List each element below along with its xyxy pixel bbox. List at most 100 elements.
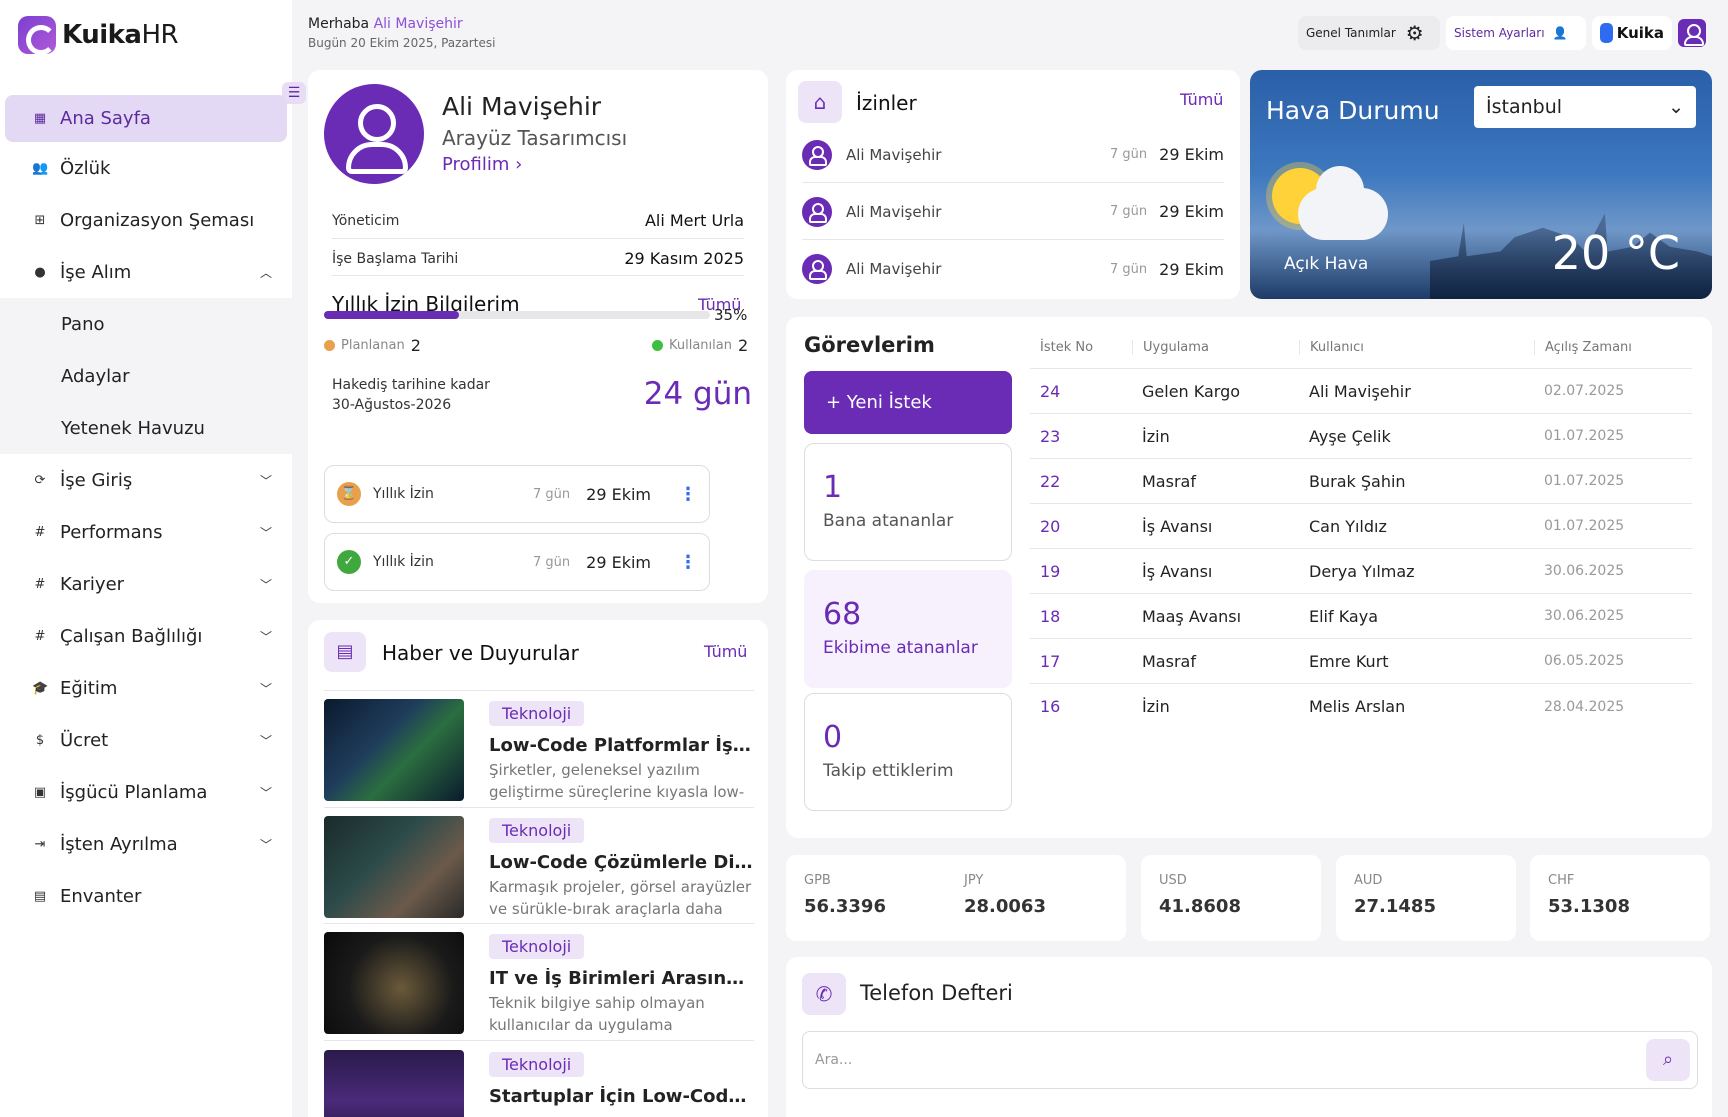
general-definitions-button[interactable]: Genel Tanımlar ⚙	[1298, 16, 1440, 50]
manager-row: Yöneticim Ali Mert Urla	[332, 211, 744, 230]
ise-alim-submenu: Pano Adaylar Yetenek Havuzu	[0, 298, 292, 454]
phone-icon: ✆	[802, 973, 846, 1015]
chevron-up-icon: ︿	[259, 265, 272, 280]
weather-temperature: 20 °C	[1551, 226, 1680, 280]
news-tag: Teknoloji	[489, 818, 585, 843]
tasks-card: Görevlerim + Yeni İstek 1 Bana atananlar…	[786, 317, 1712, 838]
chevron-down-icon: ﹀	[259, 837, 272, 852]
sidebar-item-isten-ayrilma[interactable]: ⇥ İşten Ayrılma ﹀	[0, 818, 292, 870]
table-row[interactable]: 24 Gelen Kargo Ali Mavişehir 02.07.2025	[1030, 369, 1692, 414]
divider	[324, 923, 754, 924]
leaves-all-link[interactable]: Tümü	[1180, 90, 1224, 109]
more-options-icon[interactable]: ⋮	[679, 483, 697, 505]
news-tag: Teknoloji	[489, 701, 585, 726]
table-row[interactable]: 23 İzin Ayşe Çelik 01.07.2025	[1030, 414, 1692, 459]
news-item[interactable]: Teknoloji Low-Code Çözümlerle Dijital Dö…	[324, 816, 754, 930]
leave-list-item[interactable]: Ali Mavişehir 7 gün 29 Ekim	[802, 127, 1224, 183]
user-avatar-icon	[802, 254, 832, 284]
sidebar-item-performans[interactable]: # Performans ﹀	[0, 506, 292, 558]
following-box[interactable]: 0 Takip ettiklerim	[804, 693, 1012, 811]
phonebook-search-input[interactable]	[802, 1031, 1698, 1089]
leave-request-row[interactable]: ⌛ Yıllık İzin 7 gün 29 Ekim ⋮	[324, 465, 710, 523]
org-chart-icon: ⊞	[34, 212, 46, 228]
sidebar-item-ise-giris[interactable]: ⟳ İşe Giriş ﹀	[0, 454, 292, 506]
currency-card-gpb: GPB 56.3396	[786, 855, 966, 941]
news-item-title: Startuplar İçin Low-Code Yaklaşımı	[489, 1086, 754, 1107]
sidebar-item-envanter[interactable]: ▤ Envanter	[33, 885, 142, 907]
exit-icon: ⇥	[34, 836, 46, 852]
graduation-cap-icon: 🎓	[32, 680, 49, 696]
greeting: Merhaba Ali Mavişehir	[308, 16, 463, 32]
more-options-icon[interactable]: ⋮	[679, 551, 697, 573]
sidebar-item-ise-alim[interactable]: ● İşe Alım ︿	[0, 246, 292, 298]
news-all-link[interactable]: Tümü	[704, 642, 748, 661]
document-icon: ▤	[324, 632, 366, 672]
chevron-down-icon: ﹀	[259, 785, 272, 800]
news-item-title: IT ve İş Birimleri Arasında Köprü	[489, 968, 754, 989]
leave-list-item[interactable]: Ali Mavişehir 7 gün 29 Ekim	[802, 184, 1224, 240]
divider	[324, 1040, 754, 1041]
table-row[interactable]: 16 İzin Melis Arslan 28.04.2025	[1040, 697, 1625, 716]
table-row[interactable]: 22 Masraf Burak Şahin 01.07.2025	[1030, 459, 1692, 504]
system-settings-button[interactable]: Sistem Ayarları 👤	[1446, 16, 1586, 50]
sidebar-item-kariyer[interactable]: # Kariyer ﹀	[0, 558, 292, 610]
sidebar-item-organizasyon-semasi[interactable]: ⊞ Organizasyon Şeması	[0, 194, 292, 246]
news-item-desc: Karmaşık projeler, görsel arayüzler ve s…	[489, 878, 752, 918]
my-profile-link[interactable]: Profilim ›	[442, 154, 523, 175]
table-row[interactable]: 19 İş Avansı Derya Yılmaz 30.06.2025	[1030, 549, 1692, 594]
news-thumbnail	[324, 699, 464, 801]
used-dot	[652, 340, 663, 351]
sidebar-item-isgucu-planlama[interactable]: ▣ İşgücü Planlama ﹀	[33, 781, 272, 803]
weather-title: Hava Durumu	[1266, 96, 1440, 125]
person-icon: ●	[34, 264, 46, 280]
sidebar-subitem-adaylar[interactable]: Adaylar	[61, 365, 130, 387]
user-avatar-icon	[802, 196, 832, 227]
news-tag: Teknoloji	[489, 1052, 585, 1077]
today-date: Bugün 20 Ekim 2025, Pazartesi	[308, 36, 496, 50]
table-row[interactable]: 18 Maaş Avansı Elif Kaya 30.06.2025	[1030, 594, 1692, 639]
news-item[interactable]: Teknoloji Low-Code Platformlar İş Süreçl…	[324, 699, 754, 813]
sidebar-item-ozluk[interactable]: 👥 Özlük	[32, 157, 111, 179]
assigned-to-team-box[interactable]: 68 Ekibime atananlar	[804, 570, 1012, 688]
sidebar-item-ucret[interactable]: $ Ücret ﹀	[0, 714, 292, 766]
hash-icon: #	[34, 628, 46, 644]
news-item[interactable]: Teknoloji IT ve İş Birimleri Arasında Kö…	[324, 932, 754, 1046]
grid-icon: ▦	[33, 111, 47, 126]
cloud-icon	[1298, 166, 1388, 240]
sidebar-subitem-yetenek-havuzu[interactable]: Yetenek Havuzu	[61, 417, 205, 439]
sidebar: KuikaHR ☰ ▦ Ana Sayfa 👥 Özlük ⊞ Organizasyo…	[0, 0, 306, 1117]
hourglass-icon: ⌛	[337, 482, 361, 506]
table-row[interactable]: 17 Masraf Emre Kurt 06.05.2025	[1030, 639, 1692, 684]
currency-card-usd: USD 41.8608	[1141, 855, 1321, 941]
collapse-sidebar-icon[interactable]: ☰	[282, 82, 306, 104]
sidebar-item-calisan-bagliligi[interactable]: # Çalışan Bağlılığı ﹀	[0, 610, 292, 662]
kuika-hr-logo[interactable]: KuikaHR	[18, 16, 179, 55]
profile-title: Arayüz Tasarımcısı	[442, 126, 628, 150]
table-row[interactable]: 20 İş Avansı Can Yıldız 01.07.2025	[1030, 504, 1692, 549]
leave-list-item[interactable]: Ali Mavişehir 7 gün 29 Ekim	[802, 241, 1224, 297]
sidebar-item-ana-sayfa[interactable]: ▦ Ana Sayfa	[5, 95, 287, 142]
news-title: Haber ve Duyurular	[382, 641, 579, 665]
planned-legend: Planlanan 2	[324, 336, 421, 355]
kuika-button[interactable]: Kuika	[1592, 16, 1672, 50]
chevron-down-icon: ﹀	[259, 525, 272, 540]
planned-dot	[324, 340, 335, 351]
leaves-title: İzinler	[856, 91, 917, 115]
kuika-icon	[1600, 23, 1613, 43]
city-select[interactable]: İstanbul ⌄	[1474, 86, 1696, 128]
sidebar-subitem-pano[interactable]: Pano	[61, 313, 105, 335]
user-settings-icon: 👤	[1552, 26, 1568, 40]
news-item-title: Low-Code Platformlar İş Süreçlerini Nası…	[489, 735, 754, 756]
leave-progress-percent: 35%	[714, 306, 748, 324]
phonebook-title: Telefon Defteri	[860, 981, 1013, 1005]
assigned-to-me-box[interactable]: 1 Bana atananlar	[804, 443, 1012, 561]
sidebar-item-egitim[interactable]: 🎓 Eğitim ﹀	[32, 677, 272, 699]
divider	[332, 275, 744, 276]
annual-leave-all-link[interactable]: Tümü	[698, 295, 742, 314]
news-item[interactable]: Teknoloji Startuplar İçin Low-Code Yakla…	[324, 1050, 754, 1117]
new-request-button[interactable]: + Yeni İstek	[804, 371, 1012, 434]
leave-request-row[interactable]: ✓ Yıllık İzin 7 gün 29 Ekim ⋮	[324, 533, 710, 591]
user-profile-icon[interactable]	[1678, 19, 1706, 47]
brand-name: KuikaHR	[62, 20, 179, 50]
search-icon[interactable]: ⌕	[1646, 1039, 1690, 1081]
